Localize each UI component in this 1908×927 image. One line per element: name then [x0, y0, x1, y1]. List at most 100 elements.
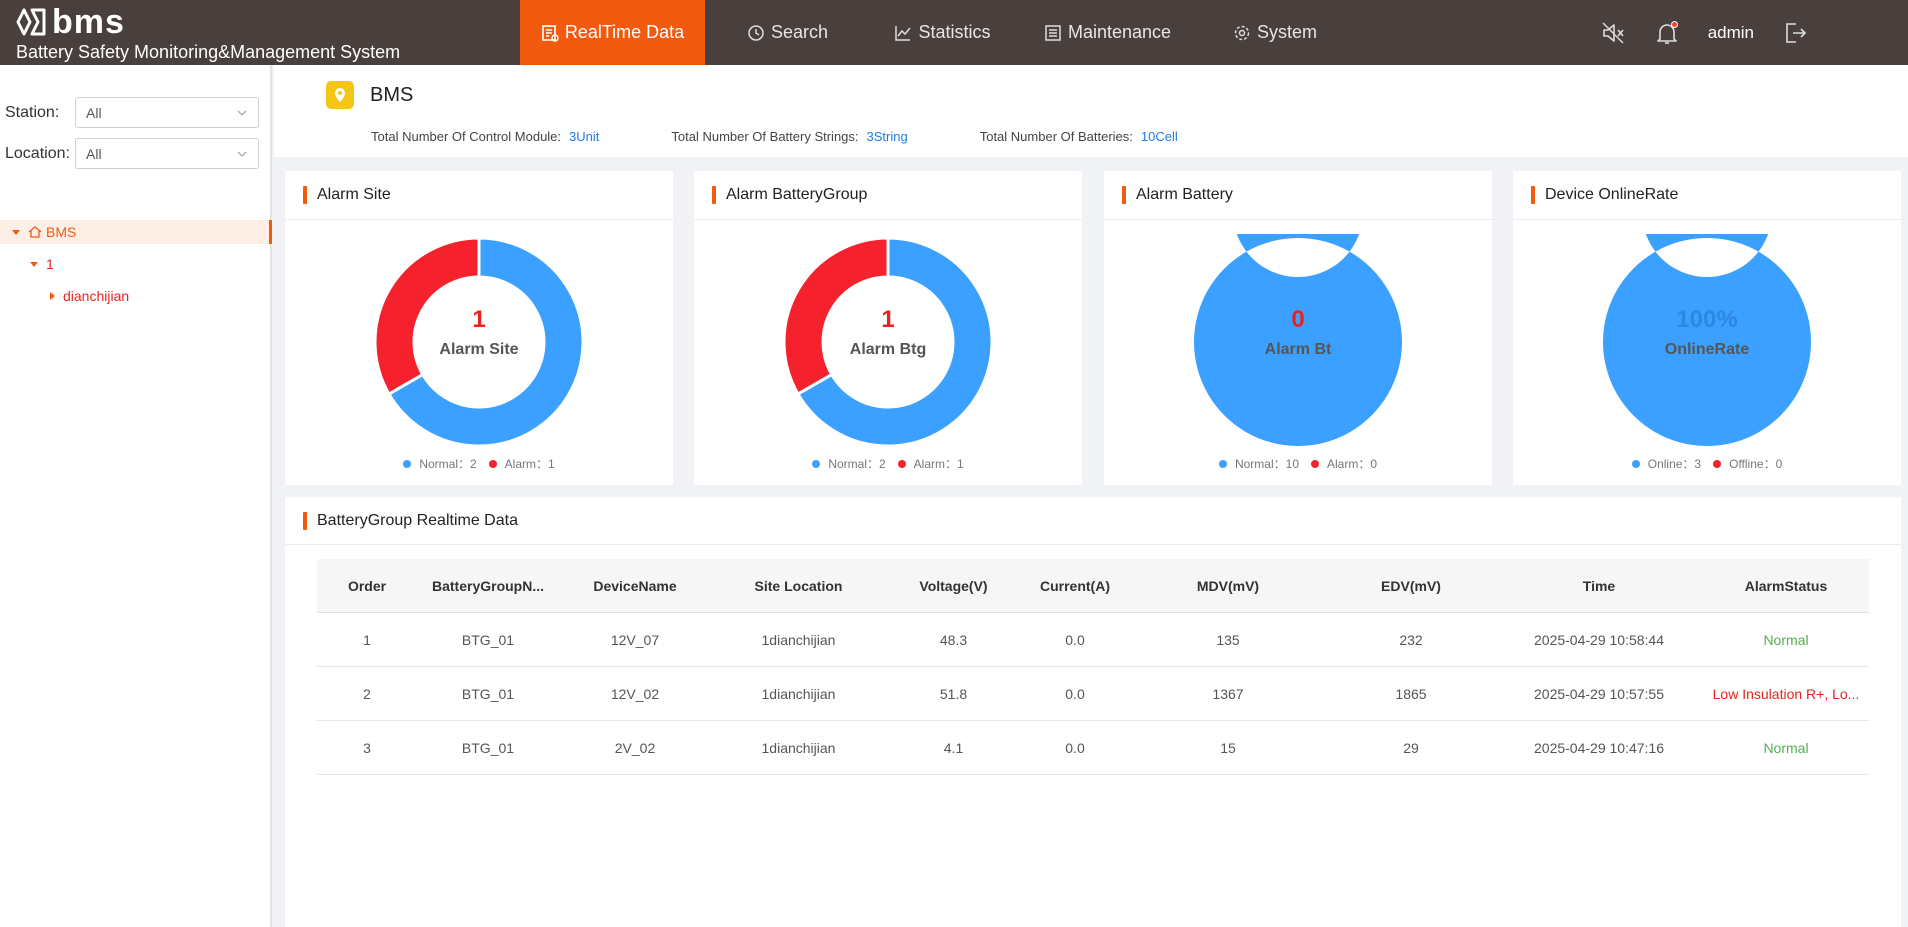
tree-node-label: 1: [46, 256, 54, 272]
card-header: Device OnlineRate: [1513, 171, 1901, 220]
legend-item[interactable]: Alarm：1: [897, 455, 964, 472]
caret-down-icon[interactable]: [30, 261, 38, 267]
gear-icon: [1234, 25, 1250, 40]
user-name[interactable]: admin: [1707, 22, 1754, 42]
caret-right-icon[interactable]: [50, 292, 55, 300]
table-cell: 12V_02: [610, 685, 660, 702]
stat-label: Total Number Of Battery Strings:: [671, 129, 859, 144]
stat-value: 3Unit: [569, 129, 600, 144]
table-cell: 0.0: [1065, 739, 1085, 756]
speaker-mute-icon: [1602, 22, 1624, 43]
column-header[interactable]: Time: [1582, 577, 1616, 594]
brand-logo: bms: [16, 4, 400, 40]
donut-center-label: OnlineRate: [1664, 341, 1750, 358]
donut-slice-alarm[interactable]: [782, 236, 890, 397]
nav-maintenance[interactable]: Maintenance: [1015, 0, 1200, 65]
donut-center-value: 100%: [1676, 306, 1738, 333]
legend-label: Normal：10: [1234, 457, 1299, 471]
location-select[interactable]: All: [75, 138, 259, 169]
card-device-onlinerate: Device OnlineRate 100% OnlineRate Online：3 O…: [1513, 171, 1901, 485]
table-cell: 1dianchijian: [761, 739, 836, 756]
tree-node-label: dianchijian: [63, 288, 130, 304]
donut-slice-alarm[interactable]: [373, 236, 481, 397]
table-cell: 1dianchijian: [761, 631, 836, 648]
notifications-button[interactable]: [1654, 20, 1680, 46]
caret-down-icon[interactable]: [12, 229, 20, 235]
site-tree: BMS 1 dianchijian: [0, 220, 272, 316]
mute-button[interactable]: [1600, 20, 1626, 46]
donut-slice-normal[interactable]: [795, 236, 994, 448]
legend-item[interactable]: Online：3: [1631, 455, 1701, 472]
donut-chart: [373, 236, 585, 448]
nav-label: Search: [770, 22, 829, 42]
donut-slice-normal[interactable]: [386, 236, 585, 448]
table-cell: 51.8: [939, 685, 968, 702]
column-header[interactable]: MDV(mV): [1196, 577, 1260, 594]
column-header[interactable]: DeviceName: [593, 577, 677, 594]
card-header: Alarm BatteryGroup: [694, 171, 1082, 220]
brand-name: bms: [52, 3, 125, 41]
nav-system[interactable]: System: [1200, 0, 1350, 65]
table-cell: BTG_01: [461, 631, 515, 648]
nav-statistics[interactable]: Statistics: [870, 0, 1015, 65]
summary-title: BMS: [326, 81, 413, 109]
panel-title: BatteryGroup Realtime Data: [317, 511, 518, 529]
home-icon: [28, 226, 42, 238]
column-header[interactable]: Order: [347, 577, 387, 594]
table-header-row: Order BatteryGroupN... DeviceName Site Loca…: [317, 559, 1869, 613]
legend-dot: [1218, 459, 1227, 468]
legend-dot: [403, 459, 412, 468]
legend-item[interactable]: Alarm：0: [1311, 455, 1377, 472]
tree-node-bms[interactable]: BMS: [0, 220, 272, 244]
donut-chart: [1603, 234, 1811, 446]
chevron-down-icon: [237, 151, 247, 157]
table-cell: BTG_01: [461, 685, 515, 702]
brand-subtitle: Battery Safety Monitoring&Management Sys…: [16, 42, 401, 62]
table-row[interactable]: 1 BTG_01 12V_07 1dianchijian 48.3 0.0 135 232 20…: [317, 613, 1869, 667]
legend-item[interactable]: Alarm：1: [488, 455, 555, 472]
card-title: Device OnlineRate: [1545, 186, 1679, 203]
column-header[interactable]: Voltage(V): [919, 577, 988, 594]
column-header[interactable]: Site Location: [754, 577, 843, 594]
summary-panel: BMS Total Number Of Control Module: 3Unit…: [274, 65, 1908, 157]
stat-value: 3String: [866, 129, 908, 144]
column-header[interactable]: Current(A): [1040, 577, 1110, 594]
legend-item[interactable]: Normal：2: [812, 455, 886, 472]
table-cell: 232: [1399, 631, 1423, 648]
donut-slice-normal[interactable]: [1194, 234, 1402, 446]
donut-center-label: Alarm Bt: [1264, 341, 1332, 358]
donut-chart: [1194, 234, 1402, 446]
nav-realtime-data[interactable]: RealTime Data: [520, 0, 705, 65]
legend-item[interactable]: Normal：2: [403, 455, 477, 472]
sidebar: Station: All Location: All BMS 1 dianchi…: [0, 65, 272, 927]
column-header[interactable]: EDV(mV): [1381, 577, 1441, 594]
table-cell: 135: [1216, 631, 1240, 648]
header-accent-bar: [1531, 186, 1535, 204]
tree-node-1[interactable]: 1: [0, 252, 272, 276]
table-cell: 0.0: [1065, 685, 1085, 702]
column-header[interactable]: AlarmStatus: [1744, 577, 1828, 594]
station-select[interactable]: All: [75, 97, 259, 128]
table-row[interactable]: 3 BTG_01 2V_02 1dianchijian 4.1 0.0 15 29 2025-0…: [317, 721, 1869, 775]
legend-label: Alarm：1: [504, 457, 555, 471]
tree-node-dianchijian[interactable]: dianchijian: [0, 284, 272, 308]
column-header[interactable]: BatteryGroupN...: [431, 577, 544, 594]
table-cell: 2: [363, 685, 371, 702]
logout-button[interactable]: [1782, 20, 1808, 46]
table-cell: 2025-04-29 10:57:55: [1534, 685, 1664, 702]
header-accent-bar: [712, 186, 716, 204]
table-cell: 1865: [1395, 685, 1427, 702]
bell-icon: [1656, 23, 1677, 44]
nav-label: Statistics: [918, 22, 991, 42]
location-pin-icon: [326, 81, 354, 109]
nav-label: Maintenance: [1067, 22, 1172, 42]
legend-item[interactable]: Normal：10: [1218, 455, 1299, 472]
legend-item[interactable]: Offline：0: [1713, 455, 1782, 472]
card-title: Alarm BatteryGroup: [726, 186, 868, 203]
nav-search[interactable]: Search: [705, 0, 870, 65]
donut-center-value: 1: [472, 306, 486, 333]
donut-slice-online[interactable]: [1603, 234, 1811, 446]
table-row[interactable]: 2 BTG_01 12V_02 1dianchijian 51.8 0.0 1367 1865…: [317, 667, 1869, 721]
chevron-down-icon: [237, 110, 247, 116]
table-cell: 48.3: [939, 631, 968, 648]
